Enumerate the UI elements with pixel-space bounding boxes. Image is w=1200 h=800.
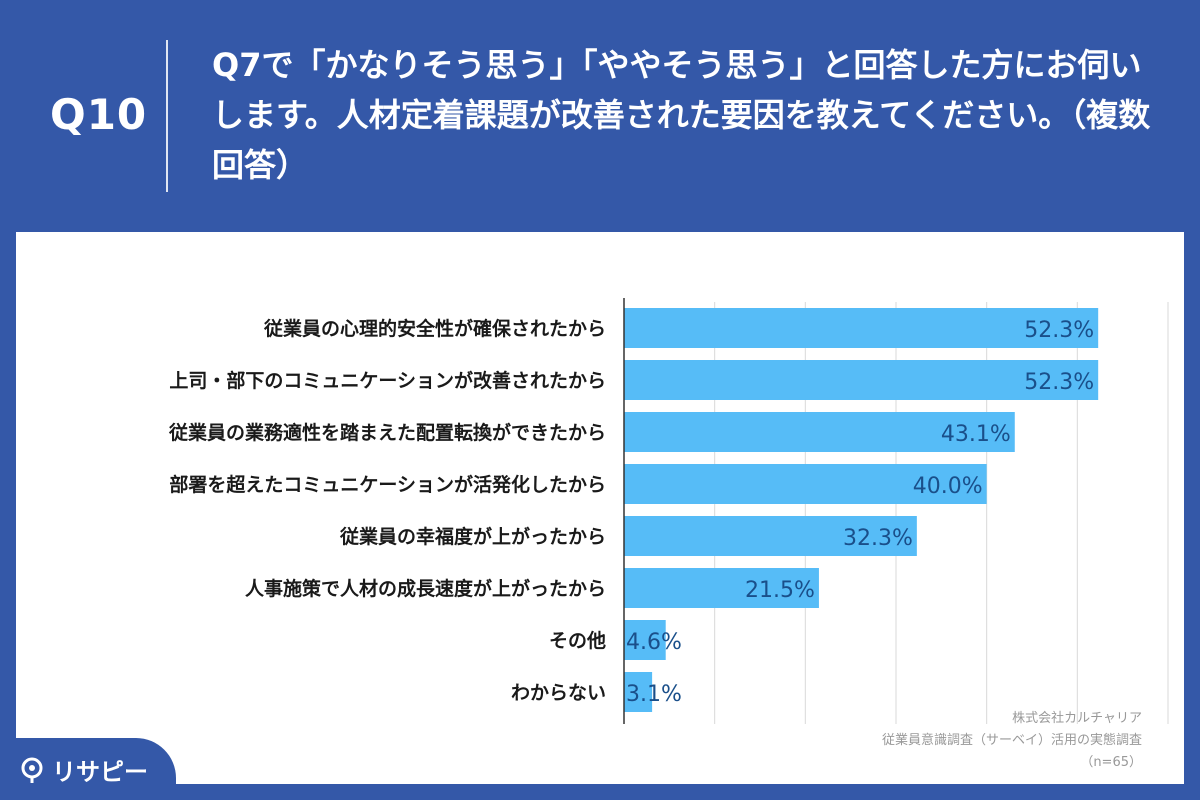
bar: [624, 464, 987, 504]
category-label: 従業員の幸福度が上がったから: [339, 525, 606, 548]
header-divider: [166, 40, 168, 192]
value-label: 32.3%: [843, 526, 913, 551]
bar: [624, 568, 819, 608]
credit-sample-size: （n=65）: [1080, 755, 1142, 770]
value-label: 40.0%: [913, 474, 983, 499]
bar: [624, 672, 653, 712]
chart-panel: 従業員の心理的安全性が確保されたから 52.3% 上司・部下のコミュニケーションが改…: [16, 232, 1184, 784]
bar: [624, 412, 1015, 452]
category-label: その他: [549, 629, 606, 652]
value-label: 52.3%: [1024, 318, 1094, 343]
logo-text: リサピー: [52, 758, 148, 786]
value-label: 4.6%: [626, 630, 682, 655]
question-text: Q7で「かなりそう思う」「ややそう思う」と回答した方にお伺いします。人材定着課題…: [212, 46, 1151, 184]
category-label: わからない: [511, 682, 606, 704]
bar: [624, 308, 1099, 348]
credit-company: 株式会社カルチャリア: [1012, 711, 1142, 726]
value-label: 21.5%: [745, 578, 815, 603]
credit-survey: 従業員意識調査（サーベイ）活用の実態調査: [881, 733, 1142, 748]
value-label: 52.3%: [1024, 370, 1094, 395]
bar: [624, 516, 917, 556]
brand-logo: リサピー: [0, 738, 176, 800]
category-label: 従業員の心理的安全性が確保されたから: [263, 317, 606, 340]
value-label: 43.1%: [941, 422, 1011, 447]
category-label: 人事施策で人材の成長速度が上がったから: [245, 577, 606, 600]
question-number: Q10: [50, 90, 148, 139]
header: Q10 Q7で「かなりそう思う」「ややそう思う」と回答した方にお伺いします。人材…: [0, 0, 1200, 232]
category-label: 部署を超えたコミュニケーションが活発化したから: [169, 473, 606, 496]
value-label: 3.1%: [626, 682, 682, 707]
pin-icon: [21, 757, 43, 783]
bar: [624, 620, 666, 660]
category-label: 上司・部下のコミュニケーションが改善されたから: [169, 369, 606, 392]
bar: [624, 360, 1099, 400]
source-credits: 株式会社カルチャリア 従業員意識調査（サーベイ）活用の実態調査 （n=65）: [882, 708, 1142, 774]
category-label: 従業員の業務適性を踏まえた配置転換ができたから: [168, 421, 606, 444]
bar-chart: 従業員の心理的安全性が確保されたから 52.3% 上司・部下のコミュニケーションが改…: [168, 298, 1169, 724]
